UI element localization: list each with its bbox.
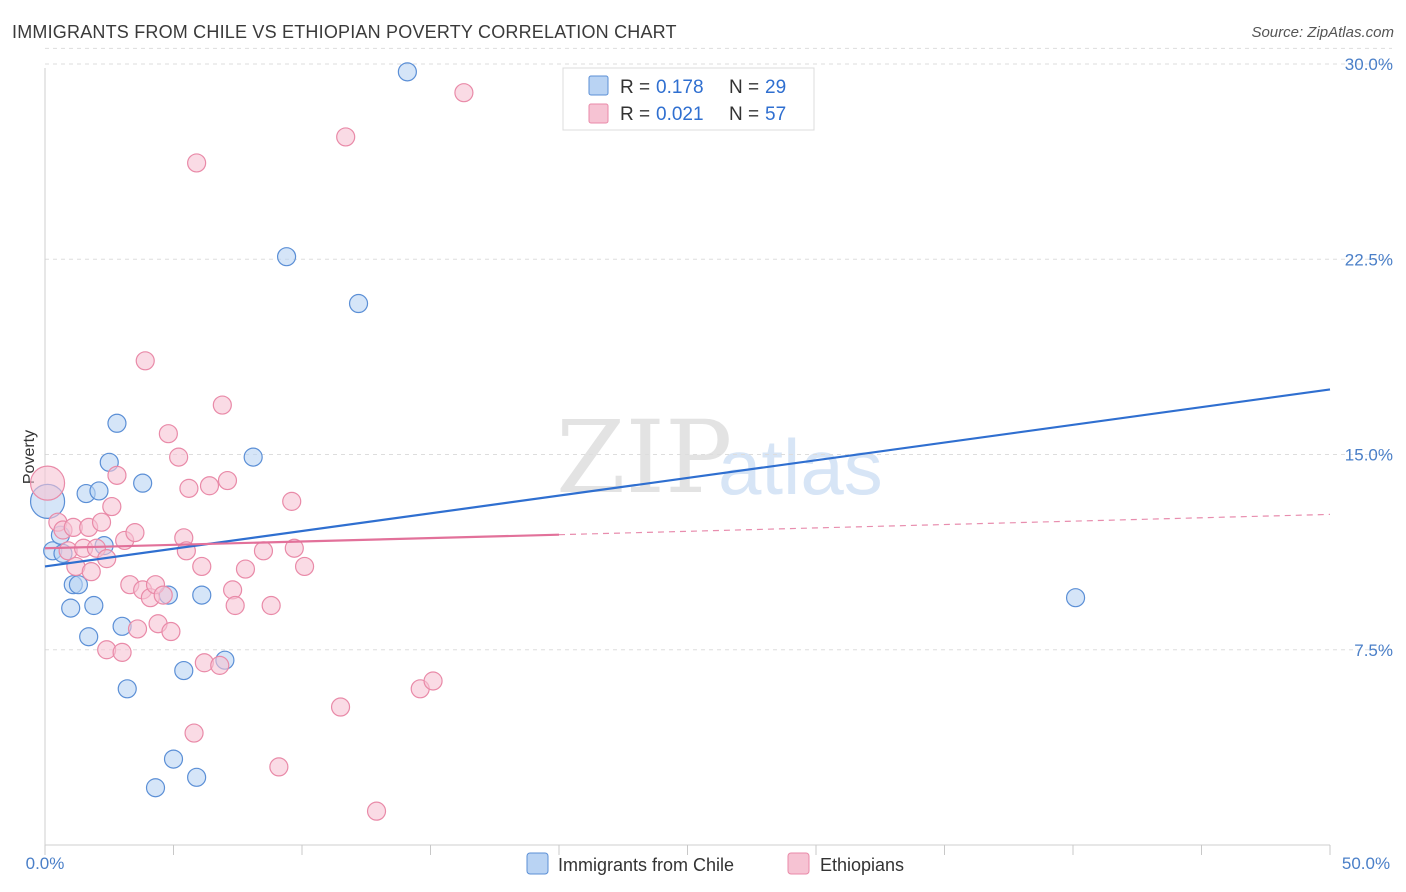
- ethiopians-point: [212, 395, 232, 415]
- ethiopians-point: [217, 470, 238, 491]
- series-legend: Immigrants from Chile Ethiopians: [526, 852, 904, 875]
- ethiopians-point: [336, 127, 356, 147]
- legend-swatch-ethiopians: [588, 103, 609, 124]
- chile-point: [145, 778, 166, 798]
- chile-point: [174, 660, 194, 681]
- ethiopians-point: [153, 585, 173, 605]
- chile-point: [117, 679, 137, 699]
- ethiopians-point: [169, 447, 189, 467]
- bottom-legend-swatch-ethiopians: [787, 852, 810, 875]
- ethiopians-point: [269, 757, 289, 777]
- bottom-legend-label-ethiopians: Ethiopians: [820, 855, 904, 875]
- chile-point: [163, 749, 184, 769]
- ethiopians-point: [454, 83, 474, 103]
- ethiopians-point: [282, 491, 302, 511]
- trend-line-ethiopians-extrapolated: [558, 513, 1331, 536]
- chile-point: [79, 627, 99, 647]
- chile-point: [397, 62, 417, 82]
- ethiopians-point: [192, 556, 212, 577]
- ethiopians-point: [125, 523, 145, 543]
- y-tick-label: 7.5%: [1354, 641, 1393, 660]
- ethiopians-point: [179, 478, 199, 498]
- trend-lines: [44, 388, 1331, 568]
- chile-point: [84, 595, 104, 616]
- legend-r-value-ethiopians: 0.021: [656, 104, 704, 125]
- ethiopians-point: [253, 541, 274, 561]
- ethiopians-point: [112, 642, 132, 662]
- ethiopians-point: [210, 655, 230, 675]
- ethiopians-point: [161, 621, 181, 642]
- ethiopians-point: [294, 556, 315, 577]
- ethiopians-point: [284, 538, 304, 558]
- ethiopians-point: [158, 424, 178, 444]
- ethiopians-point: [235, 559, 256, 579]
- correlation-legend: R = 0.178 N = 29 R = 0.021 N = 57: [562, 67, 815, 131]
- chile-point: [61, 598, 81, 618]
- source-label: Source: ZipAtlas.com: [1251, 24, 1394, 41]
- ethiopians-point: [102, 496, 122, 517]
- ethiopians-point: [127, 619, 148, 639]
- legend-r-label-ethiopians: R =: [620, 104, 650, 125]
- legend-n-label-chile: N =: [729, 77, 759, 98]
- gridlines: [45, 47, 1392, 651]
- y-tick-label: 15.0%: [1345, 446, 1393, 465]
- series-ethiopians-points: [29, 83, 474, 821]
- legend-r-value-chile: 0.178: [656, 77, 704, 98]
- legend-n-value-chile: 29: [765, 77, 786, 98]
- x-tick-label-min: 0.0%: [26, 854, 65, 873]
- ethiopians-point: [199, 476, 220, 496]
- series-chile-points: [29, 62, 1086, 798]
- watermark-zip: ZIP: [556, 399, 732, 516]
- ethiopians-point: [330, 697, 351, 717]
- chile-point: [107, 413, 127, 433]
- ethiopians-point: [135, 351, 155, 371]
- ethiopians-point: [81, 562, 101, 582]
- bottom-legend-label-chile: Immigrants from Chile: [558, 855, 734, 875]
- chile-point: [243, 447, 263, 467]
- x-axis-ticks: [44, 845, 1331, 855]
- y-axis-tick-labels: 7.5% 15.0% 22.5% 30.0%: [1345, 55, 1393, 660]
- chile-point: [192, 585, 212, 605]
- ethiopians-point: [91, 512, 112, 532]
- y-tick-label: 22.5%: [1345, 250, 1393, 269]
- chile-point: [89, 481, 109, 501]
- bottom-legend-swatch-chile: [526, 852, 549, 875]
- chart-title: IMMIGRANTS FROM CHILE VS ETHIOPIAN POVER…: [12, 22, 677, 42]
- y-tick-label: 30.0%: [1345, 55, 1393, 74]
- chile-point: [276, 247, 297, 267]
- trend-line-chile: [44, 388, 1331, 568]
- ethiopians-point: [366, 801, 387, 821]
- ethiopians-point: [223, 580, 243, 600]
- watermark-atlas: atlas: [718, 423, 883, 511]
- ethiopians-point: [261, 595, 281, 616]
- ethiopians-point: [225, 595, 245, 616]
- x-tick-label-max: 50.0%: [1342, 854, 1390, 873]
- trend-line-ethiopians: [44, 533, 560, 550]
- chile-point: [1065, 588, 1086, 608]
- legend-swatch-chile: [588, 75, 609, 96]
- legend-n-label-ethiopians: N =: [729, 104, 759, 125]
- ethiopians-point: [187, 153, 207, 173]
- ethiopians-point: [423, 671, 443, 691]
- ethiopians-point: [107, 465, 127, 485]
- chile-point: [348, 293, 369, 314]
- legend-r-label-chile: R =: [620, 77, 650, 98]
- legend-n-value-ethiopians: 57: [765, 104, 786, 125]
- ethiopians-point: [184, 723, 204, 743]
- chile-point: [133, 473, 153, 493]
- ethiopians-point: [29, 465, 66, 501]
- y-axis-label: Poverty: [21, 430, 38, 484]
- chile-point: [187, 767, 207, 787]
